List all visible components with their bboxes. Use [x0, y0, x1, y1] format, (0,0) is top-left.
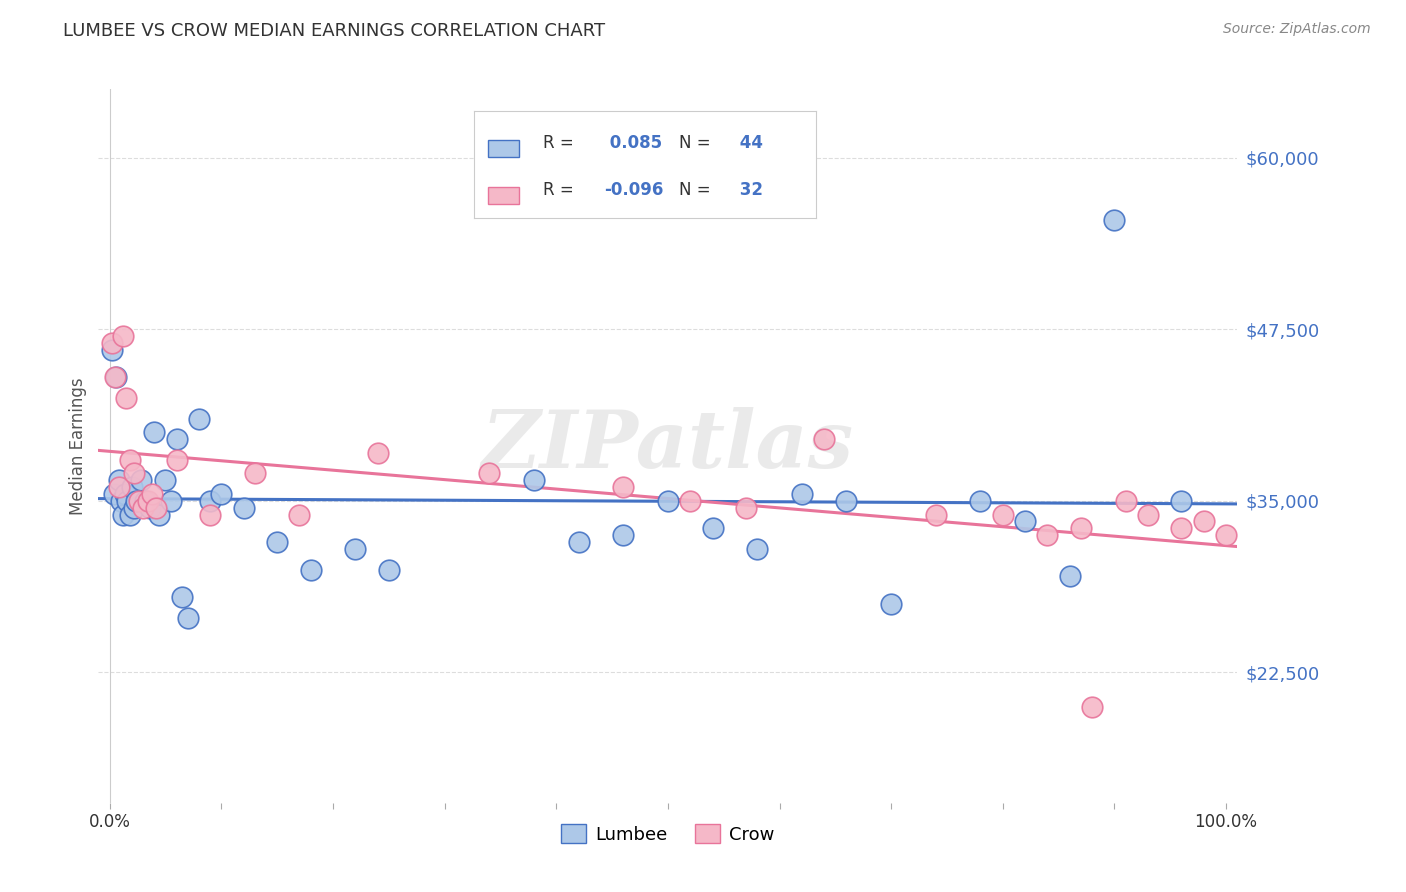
Point [1059, 569, 1081, 583]
Point [122, 500, 145, 515]
Point [880, 597, 903, 611]
Point [172, 590, 194, 604]
Point [1036, 528, 1059, 542]
Point [177, 610, 200, 624]
Point [155, 473, 177, 487]
Point [198, 508, 221, 522]
Point [288, 508, 311, 522]
Point [129, 473, 152, 487]
Point [118, 452, 141, 467]
Point [377, 562, 399, 576]
Point [1215, 528, 1237, 542]
Y-axis label: Median Earnings: Median Earnings [69, 377, 87, 515]
Point [612, 480, 634, 494]
Text: Source: ZipAtlas.com: Source: ZipAtlas.com [1223, 22, 1371, 37]
Point [136, 494, 159, 508]
Legend: Lumbee, Crow: Lumbee, Crow [554, 817, 782, 851]
Point [141, 487, 163, 501]
Point [105, 370, 128, 384]
Point [991, 508, 1014, 522]
Point [367, 446, 389, 460]
Point [747, 541, 769, 556]
Point [198, 494, 221, 508]
Point [969, 494, 991, 508]
Point [128, 494, 150, 508]
Point [835, 494, 858, 508]
Point [166, 452, 188, 467]
Point [125, 494, 148, 508]
Point [1170, 521, 1192, 535]
Point [115, 391, 138, 405]
Point [122, 467, 145, 481]
Point [117, 494, 139, 508]
Text: LUMBEE VS CROW MEDIAN EARNINGS CORRELATION CHART: LUMBEE VS CROW MEDIAN EARNINGS CORRELATI… [63, 22, 606, 40]
Point [166, 432, 188, 446]
Point [118, 508, 141, 522]
Point [925, 508, 948, 522]
Point [209, 487, 232, 501]
Point [148, 508, 170, 522]
Point [1104, 212, 1126, 227]
Point [111, 329, 134, 343]
Point [232, 500, 254, 515]
Point [132, 500, 155, 515]
Point [702, 521, 724, 535]
Point [111, 508, 134, 522]
Point [344, 541, 367, 556]
Point [657, 494, 679, 508]
Point [1081, 699, 1104, 714]
Point [104, 370, 127, 384]
Point [110, 494, 132, 508]
Point [160, 494, 183, 508]
Point [1070, 521, 1092, 535]
Point [679, 494, 702, 508]
Point [139, 500, 162, 515]
Point [1170, 494, 1192, 508]
Text: ZIPatlas: ZIPatlas [482, 408, 853, 484]
Point [101, 336, 124, 351]
Point [790, 487, 813, 501]
Point [1115, 494, 1137, 508]
Point [134, 494, 156, 508]
Point [1014, 515, 1036, 529]
Point [107, 473, 129, 487]
Point [612, 528, 634, 542]
Point [101, 343, 124, 357]
Point [567, 535, 589, 549]
Point [143, 425, 166, 440]
Point [243, 467, 266, 481]
Point [1192, 515, 1215, 529]
Point [266, 535, 288, 549]
Point [478, 467, 501, 481]
Point [735, 500, 758, 515]
Point [299, 562, 322, 576]
Point [121, 480, 143, 494]
Point [107, 480, 129, 494]
Point [114, 487, 136, 501]
Point [1136, 508, 1159, 522]
Point [145, 500, 167, 515]
Point [187, 411, 209, 425]
Point [103, 487, 125, 501]
Point [523, 473, 546, 487]
Point [813, 432, 835, 446]
